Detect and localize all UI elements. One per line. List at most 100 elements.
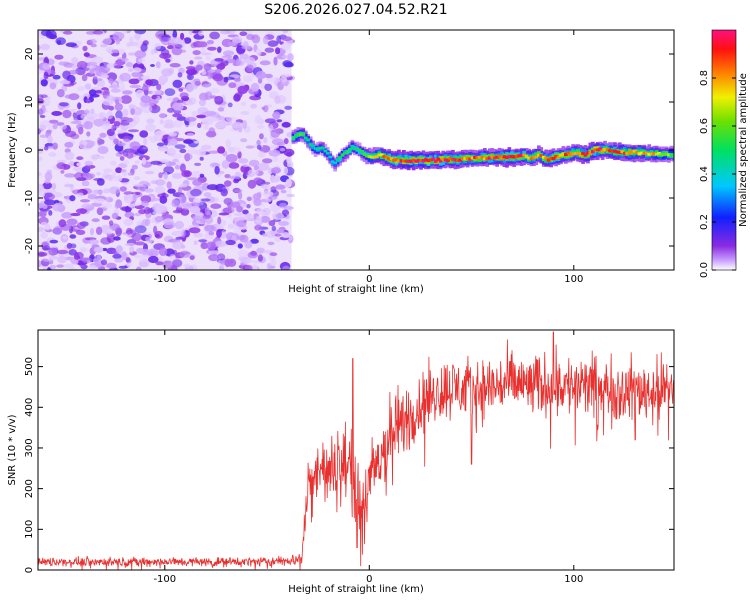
ridge-cell: [608, 149, 612, 153]
ridge-cell: [296, 133, 301, 136]
noise-blob: [48, 119, 59, 124]
noise-blob: [268, 149, 281, 157]
noise-blob: [194, 162, 202, 166]
ridge-cell: [357, 148, 362, 152]
ridge-cell: [375, 155, 379, 159]
ridge-cell: [642, 152, 647, 156]
noise-blob: [47, 135, 53, 144]
ridge-cell: [343, 152, 347, 155]
noise-blob: [276, 229, 285, 234]
noise-blob: [240, 101, 247, 107]
noise-blob: [145, 236, 151, 242]
noise-blob: [72, 166, 79, 171]
spectrogram-noise-region: [38, 30, 296, 270]
noise-blob: [274, 95, 281, 104]
noise-blob: [95, 90, 102, 94]
noise-blob: [126, 117, 134, 123]
noise-blob: [255, 48, 262, 57]
noise-blob: [150, 90, 162, 95]
ridge-cell: [640, 151, 644, 155]
noise-blob: [76, 156, 84, 161]
noise-blob: [138, 58, 146, 63]
noise-blob: [100, 237, 112, 245]
noise-blob: [95, 226, 103, 235]
noise-blob: [175, 164, 181, 170]
noise-blob: [225, 139, 231, 148]
noise-blob: [269, 145, 280, 149]
noise-blob: [200, 46, 206, 55]
noise-blob: [140, 95, 152, 103]
noise-blob: [207, 71, 213, 80]
noise-blob: [83, 121, 93, 130]
noise-blob: [220, 188, 228, 197]
noise-blob: [176, 99, 184, 104]
y-tick-label: 100: [24, 520, 35, 539]
noise-blob: [223, 50, 235, 56]
noise-blob: [268, 195, 278, 200]
spectrogram-x-axis: -100 0 100: [153, 30, 583, 285]
noise-blob: [255, 215, 263, 224]
noise-blob: [58, 219, 67, 228]
noise-blob: [189, 205, 201, 214]
ridge-cell: [622, 148, 627, 154]
ridge-cell: [431, 157, 436, 161]
noise-blob: [214, 68, 222, 74]
noise-blob: [115, 110, 123, 120]
ridge-cell: [340, 153, 345, 157]
noise-blob: [197, 122, 202, 129]
ridge-cell: [578, 152, 583, 156]
noise-blob: [123, 195, 129, 201]
ridge-cell: [377, 153, 382, 157]
noise-blob: [38, 226, 46, 232]
noise-blob: [62, 30, 73, 35]
noise-blob: [228, 162, 240, 169]
noise-blob: [43, 145, 49, 151]
ridge-cell: [318, 146, 323, 150]
ridge-cell: [571, 152, 575, 156]
noise-blob: [137, 184, 147, 193]
ridge-cell: [370, 155, 374, 159]
noise-blob: [40, 221, 48, 226]
noise-blob: [79, 247, 87, 253]
noise-blob: [177, 186, 182, 196]
noise-blob: [59, 124, 67, 130]
noise-blob: [113, 138, 119, 145]
noise-blob: [224, 76, 235, 81]
noise-blob: [167, 45, 174, 50]
noise-blob: [120, 95, 132, 104]
noise-blob: [284, 105, 293, 110]
y-tick-label: 0: [24, 567, 35, 573]
noise-blob: [128, 129, 139, 133]
noise-blob: [172, 209, 183, 214]
noise-blob: [155, 179, 166, 186]
noise-blob: [85, 98, 92, 104]
noise-blob: [196, 114, 207, 119]
x-tick-label: 0: [366, 274, 372, 285]
noise-blob: [101, 74, 109, 79]
noise-blob: [167, 36, 179, 44]
noise-blob: [43, 98, 51, 106]
noise-blob: [119, 72, 131, 82]
noise-blob: [97, 137, 102, 146]
noise-blob: [40, 79, 48, 87]
noise-blob: [61, 212, 73, 219]
noise-blob: [125, 227, 133, 235]
noise-blob: [108, 220, 114, 226]
noise-blob: [143, 206, 151, 215]
noise-blob: [91, 218, 100, 223]
noise-blob: [142, 146, 148, 150]
noise-blob: [181, 170, 192, 178]
ridge-cell: [586, 151, 590, 158]
y-tick-label: 200: [24, 479, 35, 498]
noise-blob: [263, 137, 268, 144]
noise-blob: [122, 108, 129, 117]
colorbar-tick-label: 0.0: [699, 262, 710, 278]
ridge-cell: [313, 147, 318, 152]
ridge-cell: [311, 144, 315, 147]
noise-blob: [141, 219, 149, 227]
ridge-cell: [330, 160, 335, 164]
noise-blob: [272, 111, 281, 120]
ridge-cell: [328, 155, 333, 159]
noise-blob: [228, 175, 241, 180]
noise-blob: [183, 37, 192, 44]
